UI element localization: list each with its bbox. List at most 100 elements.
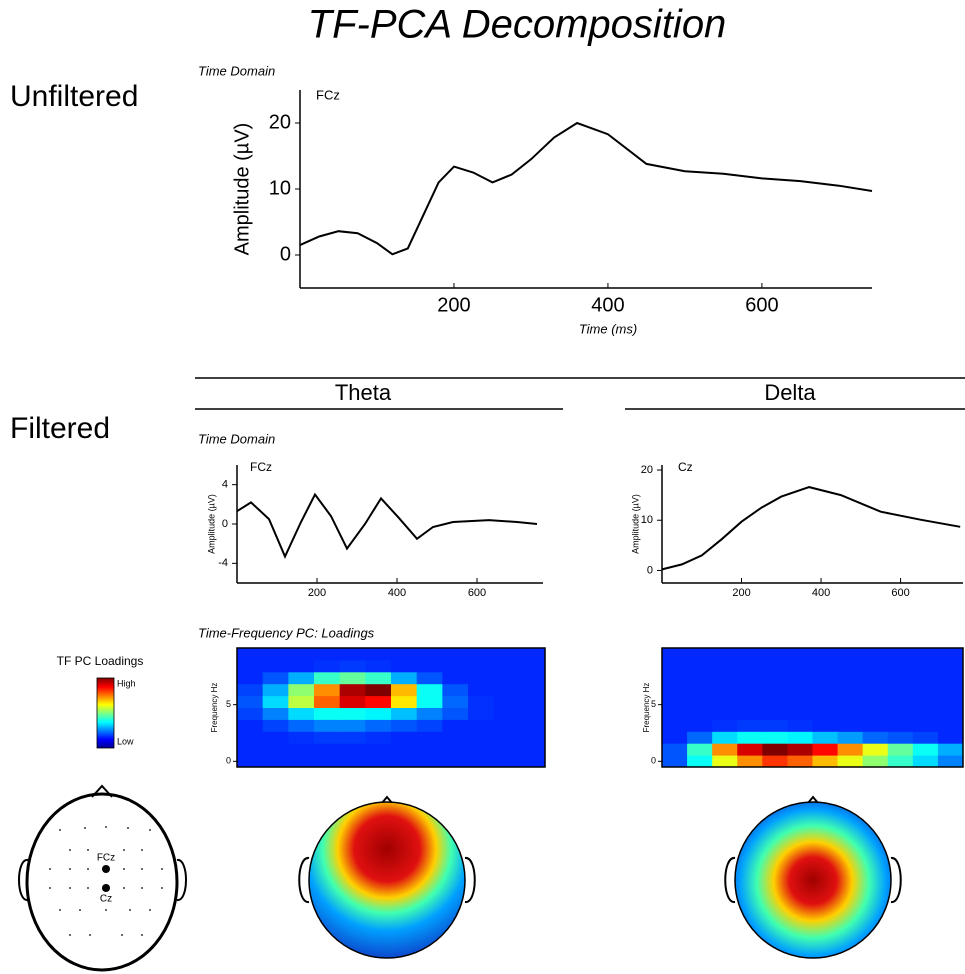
y-axis-label: Frequency Hz — [642, 683, 651, 733]
heatmap-cell — [237, 731, 264, 744]
heatmap-cell — [391, 755, 418, 768]
heatmap-cell — [787, 743, 813, 756]
heatmap-cell — [662, 707, 688, 720]
heatmap-cell — [365, 648, 392, 661]
y-axis-label: Amplitude (µV) — [206, 494, 216, 554]
heatmap-cell — [493, 695, 520, 708]
heatmap-cell — [339, 695, 366, 708]
heatmap-cell — [812, 648, 839, 661]
heatmap-cell — [912, 707, 939, 720]
heatmap-cell — [442, 743, 469, 756]
heatmap-cell — [288, 743, 315, 756]
heatmap-cell — [288, 707, 315, 720]
trace-label: FCz — [250, 460, 272, 474]
y-tick-label: 10 — [269, 177, 291, 199]
heatmap-cell — [662, 683, 688, 697]
heatmap-cell — [416, 731, 443, 744]
heatmap-cell — [737, 659, 763, 673]
heatmap-cell — [391, 683, 418, 697]
heatmap-cell — [787, 731, 813, 744]
y-tick-label: 20 — [641, 464, 653, 476]
heatmap-cell — [519, 695, 546, 708]
heatmap-cell — [468, 707, 495, 720]
heatmap-cell — [442, 659, 469, 673]
topomap-theta — [298, 795, 476, 959]
x-axis-label: Time (ms) — [579, 321, 637, 336]
heatmap-cell — [862, 695, 889, 708]
heatmap-cell — [493, 731, 520, 744]
heatmap-cell — [887, 719, 914, 732]
heatmap-cell — [365, 743, 392, 756]
heatmap-cell — [237, 695, 264, 708]
heatmap-cell — [862, 731, 889, 744]
heatmap-cell — [912, 671, 939, 685]
heatmap-cell — [365, 659, 392, 673]
y-axis-label: Amplitude (µV) — [231, 123, 253, 256]
heatmap-cell — [442, 707, 469, 720]
heatmap-cell — [468, 695, 495, 708]
heatmap-cell — [442, 695, 469, 708]
heatmap-cell — [493, 755, 520, 768]
heatmap-cell — [416, 671, 443, 685]
heatmap-cell — [339, 755, 366, 768]
heatmap-cell — [762, 731, 788, 744]
heatmap-cell — [812, 659, 839, 673]
heatmap-cell — [887, 707, 914, 720]
heatmap-cell — [365, 755, 392, 768]
heatmap-cell — [737, 719, 763, 732]
heatmap-cell — [288, 755, 315, 768]
heatmap-cell — [391, 719, 418, 732]
y-axis-label: Frequency Hz — [210, 683, 219, 733]
x-tick-label: 200 — [732, 587, 750, 599]
heatmap-cell — [662, 648, 688, 661]
band-label: Delta — [764, 380, 816, 405]
heatmap-cell — [912, 648, 939, 661]
heatmap-cell — [288, 719, 315, 732]
heatmap-cell — [862, 719, 889, 732]
heatmap-cell — [662, 743, 688, 756]
heatmap-cell — [812, 671, 839, 685]
heatmap-cell — [862, 743, 889, 756]
heatmap-cell — [262, 695, 289, 708]
heatmap-cell — [912, 755, 939, 768]
heatmap-cell — [262, 719, 289, 732]
x-tick-label: 600 — [891, 587, 909, 599]
heatmap-cell — [416, 695, 443, 708]
heatmap-cell — [237, 707, 264, 720]
heatmap-cell — [687, 695, 713, 708]
heatmap-cell — [837, 695, 864, 708]
heatmap-cell — [493, 671, 520, 685]
heatmap-cell — [519, 707, 546, 720]
heatmap-cell — [416, 683, 443, 697]
heatmap-cell — [912, 695, 939, 708]
heatmap-cell — [416, 743, 443, 756]
heatmap-cell — [812, 707, 839, 720]
heatmap-cell — [762, 743, 788, 756]
heatmap-cell — [787, 671, 813, 685]
electrode-label: FCz — [97, 853, 115, 864]
heatmap-cell — [812, 755, 839, 768]
heatmap-cell — [712, 671, 738, 685]
colorbar-low: Low — [117, 736, 134, 746]
heatmap-cell — [262, 671, 289, 685]
y-tick-label: 0 — [280, 243, 291, 265]
heatmap-cell — [365, 719, 392, 732]
heatmap-cell — [442, 719, 469, 732]
heatmap-cell — [887, 648, 914, 661]
heatmap-cell — [737, 695, 763, 708]
heatmap-cell — [812, 743, 839, 756]
trace-label: FCz — [316, 87, 340, 102]
heatmap-cell — [762, 648, 788, 661]
heatmap-cell — [712, 755, 738, 768]
heatmap-cell — [837, 671, 864, 685]
y-tick-label: 5 — [226, 699, 231, 709]
heatmap-cell — [339, 648, 366, 661]
heatmap-cell — [862, 755, 889, 768]
heatmap-cell — [862, 659, 889, 673]
heatmap-cell — [468, 743, 495, 756]
heatmap-cell — [237, 671, 264, 685]
data-line — [236, 492, 538, 559]
y-axis-label: Amplitude (µV) — [630, 494, 640, 554]
heatmap-cell — [262, 755, 289, 768]
heatmap-cell — [339, 683, 366, 697]
